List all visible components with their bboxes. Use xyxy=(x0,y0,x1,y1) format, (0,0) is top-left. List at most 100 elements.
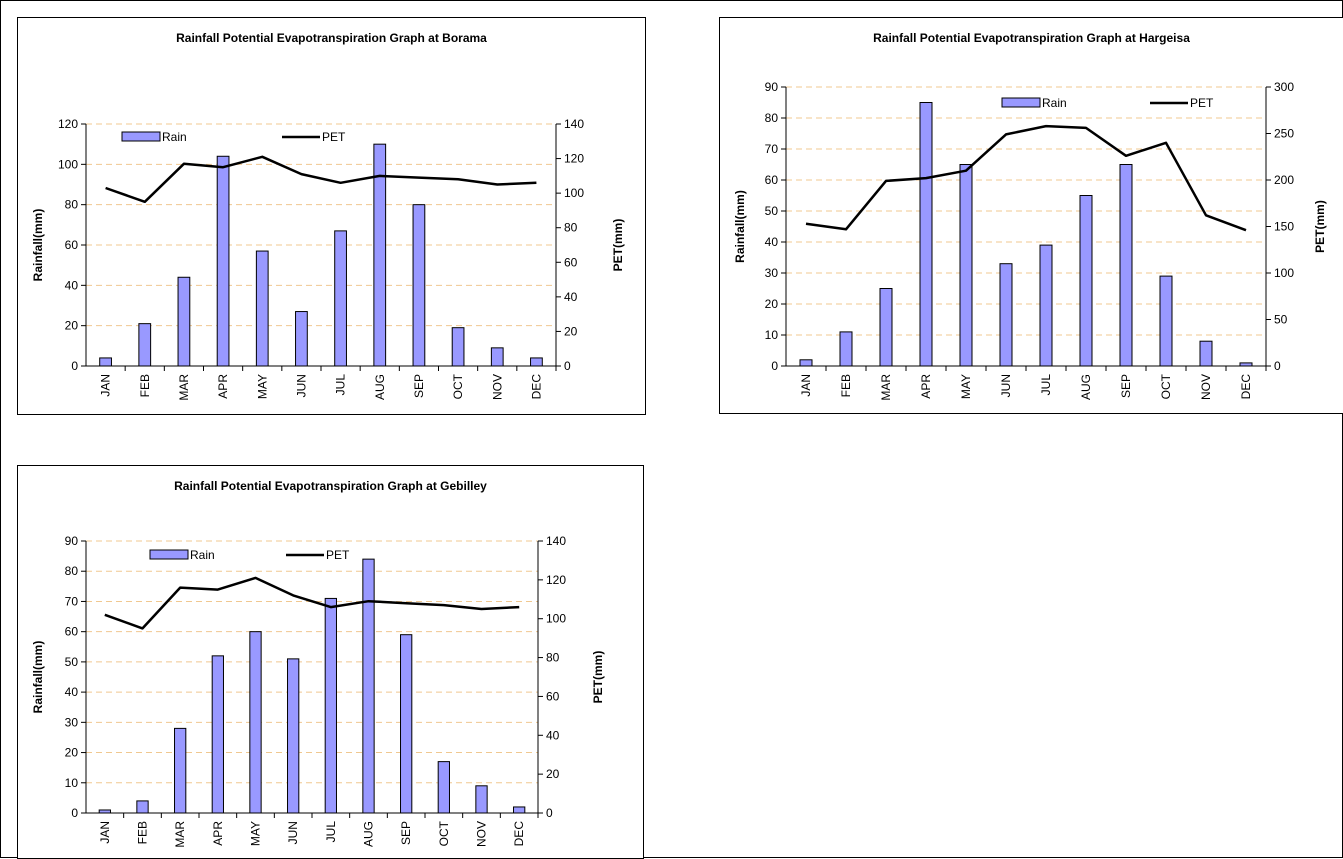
y2-tick-label: 20 xyxy=(564,324,578,338)
x-tick-label: MAY xyxy=(249,821,263,846)
y-tick-label: 20 xyxy=(65,319,79,333)
x-tick-label: MAR xyxy=(177,374,191,401)
y-tick-label: 0 xyxy=(771,359,778,373)
bar-rain-oct xyxy=(437,761,450,814)
x-tick-label: DEC xyxy=(529,374,543,400)
bar-rain-jun xyxy=(999,263,1013,367)
x-tick-label: JAN xyxy=(99,374,113,397)
legend-pet-label: PET xyxy=(322,130,346,144)
x-tick-label: FEB xyxy=(136,821,150,844)
y2-tick-label: 40 xyxy=(546,728,560,742)
x-tick-label: JUN xyxy=(286,821,300,844)
chart-hargeisa: Rainfall Potential Evapotranspiration Gr… xyxy=(733,31,1327,401)
y2-axis-title: PET(mm) xyxy=(591,651,605,704)
legend-rain-label: Rain xyxy=(1042,96,1067,110)
y2-tick-label: 250 xyxy=(1274,127,1294,141)
bar-rain-oct xyxy=(451,327,465,367)
x-tick-label: JAN xyxy=(98,821,112,844)
x-tick-label: FEB xyxy=(138,374,152,397)
y-tick-label: 10 xyxy=(765,328,779,342)
y2-tick-label: 80 xyxy=(546,651,560,665)
y2-tick-label: 100 xyxy=(1274,266,1294,280)
y-tick-label: 20 xyxy=(765,297,779,311)
bar-rain-feb xyxy=(138,323,152,367)
x-tick-label: AUG xyxy=(362,821,376,847)
chart-panel-hargeisa: Rainfall Potential Evapotranspiration Gr… xyxy=(719,17,1343,414)
bar-rain-dec xyxy=(513,806,526,814)
y-tick-label: 0 xyxy=(71,359,78,373)
x-tick-label: JUN xyxy=(999,374,1013,397)
y-tick-label: 100 xyxy=(58,157,78,171)
y-tick-label: 80 xyxy=(65,198,79,212)
y-tick-label: 40 xyxy=(765,235,779,249)
bar-rain-nov xyxy=(475,785,488,814)
y-tick-label: 20 xyxy=(65,746,79,760)
legend-rain-label: Rain xyxy=(190,548,215,562)
y2-tick-label: 100 xyxy=(546,612,566,626)
chart-title: Rainfall Potential Evapotranspiration Gr… xyxy=(174,479,487,493)
x-tick-label: JAN xyxy=(799,374,813,397)
bar-rain-apr xyxy=(211,655,224,814)
y-tick-label: 90 xyxy=(65,534,79,548)
bar-rain-feb xyxy=(136,800,149,814)
y2-tick-label: 40 xyxy=(564,290,578,304)
y-tick-label: 0 xyxy=(71,806,78,820)
y2-axis-title: PET(mm) xyxy=(611,219,625,272)
x-tick-label: APR xyxy=(216,374,230,399)
y-tick-label: 70 xyxy=(765,142,779,156)
y-tick-label: 120 xyxy=(58,117,78,131)
x-tick-label: AUG xyxy=(1079,374,1093,400)
x-tick-label: OCT xyxy=(451,373,465,399)
pet-line xyxy=(104,576,520,630)
x-tick-label: NOV xyxy=(490,374,504,400)
y-tick-label: 60 xyxy=(65,238,79,252)
bar-rain-mar xyxy=(879,288,893,367)
x-tick-label: MAR xyxy=(173,821,187,848)
y2-tick-label: 100 xyxy=(564,186,584,200)
x-tick-label: JUL xyxy=(334,374,348,396)
x-tick-label: AUG xyxy=(373,374,387,400)
x-tick-label: JUL xyxy=(1039,374,1053,396)
bar-rain-apr xyxy=(919,102,933,367)
x-tick-label: JUL xyxy=(324,821,338,843)
pet-line xyxy=(805,124,1247,232)
chart-panel-borama: Rainfall Potential Evapotranspiration Gr… xyxy=(17,17,646,415)
y-axis-title: Rainfall(mm) xyxy=(31,209,45,282)
bar-rain-mar xyxy=(174,727,187,814)
chart-panel-gebilley: Rainfall Potential Evapotranspiration Gr… xyxy=(17,465,644,859)
bar-rain-feb xyxy=(839,331,853,367)
x-tick-label: DEC xyxy=(512,821,526,847)
bar-rain-jun xyxy=(295,311,308,367)
bar-rain-jul xyxy=(1039,244,1053,367)
x-tick-label: APR xyxy=(211,821,225,846)
x-tick-label: APR xyxy=(919,374,933,399)
y2-tick-label: 0 xyxy=(1274,359,1281,373)
y-tick-label: 50 xyxy=(765,204,779,218)
bar-rain-jun xyxy=(287,658,300,814)
y2-tick-label: 0 xyxy=(564,359,571,373)
bar-rain-oct xyxy=(1159,275,1173,367)
y-tick-label: 60 xyxy=(65,625,79,639)
y2-axis-title: PET(mm) xyxy=(1313,200,1327,253)
bar-rain-sep xyxy=(1119,164,1133,367)
legend-rain-swatch xyxy=(149,549,189,560)
y2-tick-label: 140 xyxy=(546,534,566,548)
legend-rain-swatch xyxy=(1001,97,1041,108)
bar-rain-sep xyxy=(400,634,413,814)
legend-pet-label: PET xyxy=(1190,96,1214,110)
legend-pet-label: PET xyxy=(326,548,350,562)
y-tick-label: 60 xyxy=(765,173,779,187)
y-tick-label: 40 xyxy=(65,278,79,292)
x-tick-label: NOV xyxy=(475,821,489,847)
bar-rain-jul xyxy=(334,230,347,367)
bar-rain-nov xyxy=(490,347,504,367)
y-tick-label: 40 xyxy=(65,685,79,699)
legend-rain-swatch xyxy=(121,131,161,142)
y2-tick-label: 300 xyxy=(1274,80,1294,94)
y-tick-label: 90 xyxy=(765,80,779,94)
y-tick-label: 50 xyxy=(65,655,79,669)
bar-rain-nov xyxy=(1199,340,1213,367)
bar-rain-aug xyxy=(362,558,375,814)
x-tick-label: SEP xyxy=(1119,374,1133,398)
